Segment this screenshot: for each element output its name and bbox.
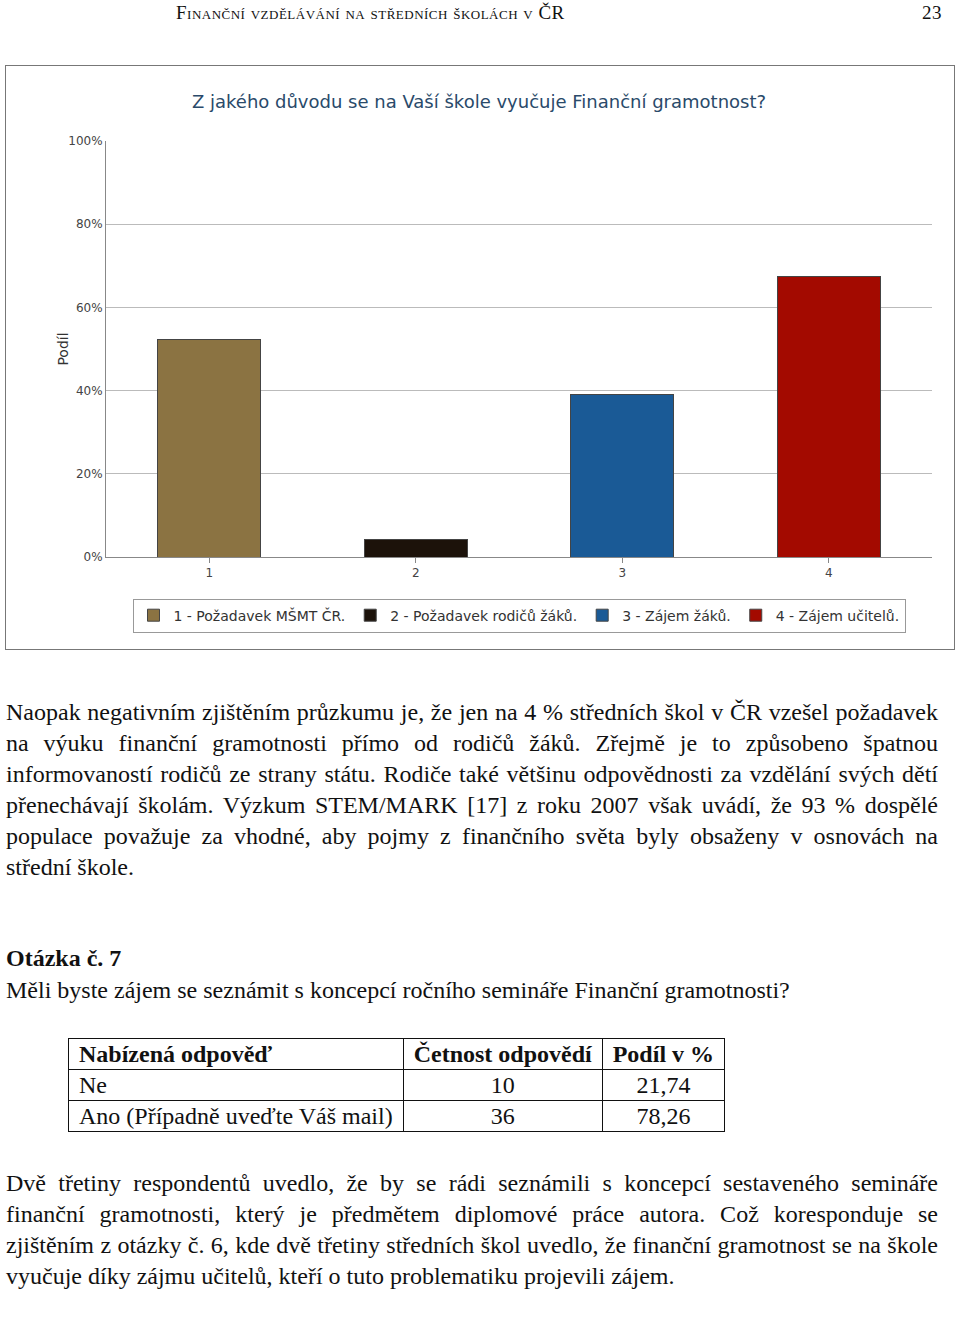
html-text:Měli byste zájem se seznámit s: Měli byste zájem se seznámit s koncepcí … bbox=[6, 977, 790, 1003]
svg-text:1: 1 bbox=[205, 566, 213, 580]
svg-text:3 - Zájem žáků.: 3 - Zájem žáků. bbox=[622, 608, 731, 624]
svg-text:2 - Požadavek rodičů žáků.: 2 - Požadavek rodičů žáků. bbox=[390, 608, 577, 624]
svg-text:3: 3 bbox=[618, 566, 626, 580]
html-text:Ano (Případně uveďte Váš mail): Ano (Případně uveďte Váš mail) bbox=[79, 1103, 393, 1129]
svg-text:4 - Zájem učitelů.: 4 - Zájem učitelů. bbox=[776, 608, 899, 624]
html-text:Finanční vzdělávání na střední: Finanční vzdělávání na středních školách… bbox=[176, 2, 565, 23]
svg-text:40%: 40% bbox=[76, 384, 103, 398]
svg-text:100%: 100% bbox=[68, 134, 102, 148]
svg-text:Podíl: Podíl bbox=[55, 332, 71, 365]
html-text:Dvě třetiny respondentů uvedlo: Dvě třetiny respondentů uvedlo, že by se… bbox=[6, 1170, 938, 1289]
svg-text:Z jakého důvodu se na Vaší ško: Z jakého důvodu se na Vaší škole vyučuje… bbox=[192, 91, 766, 112]
html-text:Naopak negativním zjištěním pr: Naopak negativním zjištěním průzkumu je,… bbox=[6, 699, 938, 880]
html-text:10: 10 bbox=[490, 1072, 515, 1098]
svg-text:80%: 80% bbox=[76, 217, 103, 231]
html-text:Otázka č. 7: Otázka č. 7 bbox=[6, 945, 122, 971]
svg-text:20%: 20% bbox=[76, 467, 103, 481]
svg-text:2: 2 bbox=[412, 566, 420, 580]
html-text:Ne: Ne bbox=[79, 1072, 107, 1098]
svg-text:60%: 60% bbox=[76, 301, 103, 315]
html-text:Četnost odpovědí: Četnost odpovědí bbox=[413, 1041, 592, 1067]
html-text:Nabízená odpověď: Nabízená odpověď bbox=[79, 1041, 272, 1067]
html-text:Podíl v %: Podíl v % bbox=[612, 1041, 714, 1067]
html-text:21,74: 21,74 bbox=[636, 1072, 691, 1098]
svg-text:4: 4 bbox=[825, 566, 833, 580]
html-text:78,26: 78,26 bbox=[636, 1103, 691, 1129]
svg-text:1 - Požadavek MŠMT ČR.: 1 - Požadavek MŠMT ČR. bbox=[174, 607, 346, 624]
html-text:23: 23 bbox=[922, 2, 942, 23]
svg-text:0%: 0% bbox=[84, 550, 103, 564]
html-text:36: 36 bbox=[490, 1103, 515, 1129]
